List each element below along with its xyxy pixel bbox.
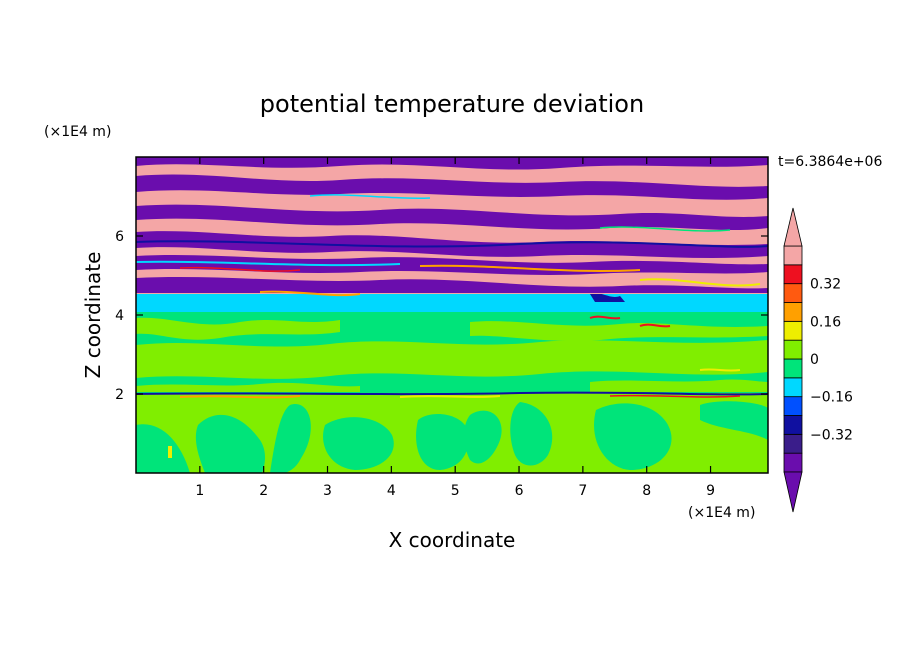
colorbar-segment [783, 452, 803, 473]
x-tick-label: 1 [195, 483, 204, 499]
x-tick-label: 3 [323, 483, 332, 499]
colorbar-tick-label: −0.16 [810, 390, 853, 406]
colorbar-segment [783, 433, 803, 454]
x-axis: 1 2 3 4 5 6 7 8 9 [195, 157, 715, 499]
y-tick-label: 6 [115, 229, 124, 245]
colorbar: 0.32 0.16 0 −0.16 −0.32 [783, 207, 853, 513]
colorbar-segment [783, 264, 803, 285]
x-tick-label: 7 [578, 483, 587, 499]
colorbar-tick-label: −0.32 [810, 427, 853, 443]
x-tick-label: 5 [451, 483, 460, 499]
colorbar-tick-label: 0.32 [810, 277, 841, 293]
colorbar-segment [783, 302, 803, 322]
x-tick-label: 8 [642, 483, 651, 499]
x-axis-label: X coordinate [389, 528, 516, 552]
x-tick-label: 6 [515, 483, 524, 499]
colorbar-segment [783, 245, 803, 266]
y-axis: 2 4 6 [115, 229, 768, 403]
colorbar-over-arrow [783, 207, 803, 247]
colorbar-segment [783, 415, 803, 435]
chart-title: potential temperature deviation [260, 90, 644, 118]
colorbar-segment [783, 358, 803, 379]
x-tick-label: 2 [259, 483, 268, 499]
y-tick-label: 4 [115, 308, 124, 324]
colorbar-under-arrow [783, 471, 803, 513]
colorbar-segment [783, 339, 803, 360]
colorbar-segment [783, 320, 803, 341]
y-unit-label: (×1E4 m) [44, 124, 111, 140]
x-tick-label: 9 [706, 483, 715, 499]
colorbar-segment [783, 396, 803, 416]
x-unit-label: (×1E4 m) [688, 505, 755, 521]
colorbar-segment [783, 377, 803, 398]
y-tick-label: 2 [115, 387, 124, 403]
colorbar-tick-label: 0 [810, 352, 819, 368]
colorbar-segment [783, 283, 803, 303]
y-axis-label: Z coordinate [81, 252, 105, 379]
contour-field [136, 157, 768, 473]
time-label: t=6.3864e+06 [778, 154, 882, 170]
x-tick-label: 4 [387, 483, 396, 499]
colorbar-tick-label: 0.16 [810, 314, 841, 330]
